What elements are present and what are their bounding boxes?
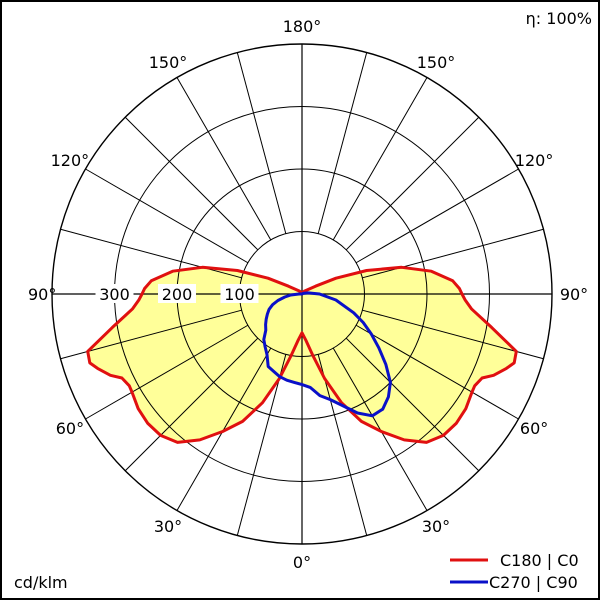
angle-label-120-right: 120° bbox=[515, 151, 554, 170]
angle-label-150-right: 150° bbox=[417, 53, 456, 72]
unit-label: cd/klm bbox=[14, 573, 68, 592]
grid-spoke bbox=[345, 337, 480, 472]
radial-tick-bg bbox=[220, 284, 259, 303]
grid-spoke bbox=[236, 52, 287, 234]
angle-label-30-right: 30° bbox=[422, 517, 450, 536]
grid-spoke bbox=[176, 77, 272, 241]
angle-label-150-left: 150° bbox=[149, 53, 188, 72]
grid-spoke bbox=[355, 324, 519, 420]
angle-label-90-left: 90° bbox=[28, 285, 56, 304]
legend-label-c270-c90: C270 | C90 bbox=[489, 573, 578, 592]
grid-spoke bbox=[317, 354, 368, 536]
radial-tick-label-300: 300 bbox=[99, 285, 130, 304]
fill-c270-c90 bbox=[263, 292, 391, 416]
angle-label-0-right: 0° bbox=[293, 553, 311, 572]
grid-spoke bbox=[345, 116, 480, 251]
grid-spoke bbox=[332, 77, 428, 241]
grid-ring bbox=[51, 43, 553, 545]
grid-spoke bbox=[124, 116, 259, 251]
angle-label-30-left: 30° bbox=[154, 517, 182, 536]
angle-label-60-left: 60° bbox=[56, 419, 84, 438]
fill-c180-c0 bbox=[87, 267, 517, 443]
grid-spoke bbox=[236, 354, 287, 536]
grid-spoke bbox=[85, 168, 249, 264]
radial-tick-label-200: 200 bbox=[162, 285, 193, 304]
grid-spoke bbox=[317, 52, 368, 234]
grid-spoke bbox=[355, 168, 519, 264]
grid-spoke bbox=[124, 337, 259, 472]
angle-label-60-right: 60° bbox=[520, 419, 548, 438]
legend: C180 | C0 C270 | C90 bbox=[450, 551, 579, 592]
angle-label-120-left: 120° bbox=[51, 151, 90, 170]
radial-tick-bg bbox=[158, 284, 196, 303]
grid-spoke bbox=[60, 228, 242, 279]
efficiency-label: η: 100% bbox=[526, 9, 592, 28]
angle-label-180-right: 180° bbox=[283, 17, 322, 36]
angle-label-90-right: 90° bbox=[560, 285, 588, 304]
grid-spoke bbox=[60, 309, 242, 360]
legend-label-c180-c0: C180 | C0 bbox=[500, 551, 579, 570]
grid-spoke bbox=[85, 324, 249, 420]
radial-tick-label-100: 100 bbox=[224, 285, 255, 304]
radial-tick-bg bbox=[95, 284, 134, 303]
grid-spoke bbox=[362, 228, 544, 279]
curve-c270-c90 bbox=[262, 291, 392, 418]
grid-spoke bbox=[362, 309, 544, 360]
